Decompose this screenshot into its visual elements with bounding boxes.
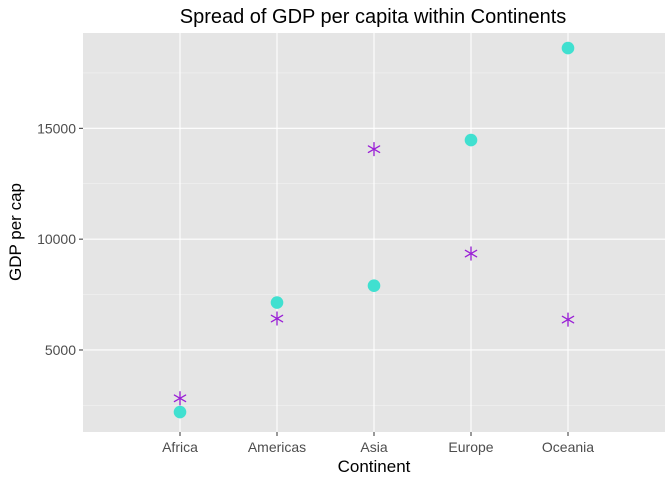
- chart-title: Spread of GDP per capita within Continen…: [180, 6, 567, 28]
- asterisk-point: [270, 311, 284, 326]
- x-tick-label: Asia: [360, 439, 387, 455]
- x-axis-title: Continent: [338, 457, 411, 476]
- asterisk-point: [367, 142, 381, 157]
- y-axis: 5000 10000 15000: [37, 120, 83, 358]
- x-tick-label: Americas: [248, 439, 306, 455]
- asterisk-point: [173, 391, 187, 406]
- circle-point: [367, 279, 381, 293]
- y-tick-label: 10000: [37, 231, 76, 247]
- x-axis: Africa Americas Asia Europe Oceania: [162, 432, 594, 455]
- y-axis-title: GDP per cap: [6, 183, 25, 281]
- grid-lines: [83, 33, 665, 432]
- circle-point: [173, 405, 187, 419]
- x-tick-label: Europe: [448, 439, 493, 455]
- circle-point: [561, 41, 575, 55]
- data-points: [173, 41, 575, 419]
- asterisk-point: [561, 312, 575, 327]
- x-tick-label: Oceania: [542, 439, 594, 455]
- x-tick-label: Africa: [162, 439, 198, 455]
- y-tick-label: 15000: [37, 120, 76, 136]
- circle-point: [270, 296, 284, 309]
- asterisk-point: [464, 246, 478, 261]
- y-tick-label: 5000: [45, 342, 76, 358]
- circle-point: [464, 133, 478, 147]
